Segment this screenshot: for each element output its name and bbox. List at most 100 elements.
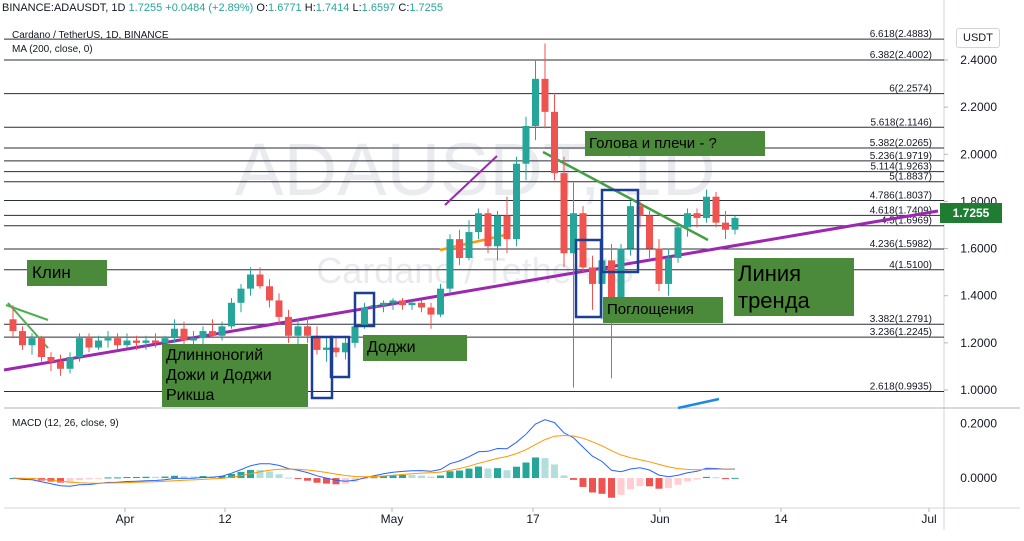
macd-histogram-bar (693, 478, 701, 480)
price-axis-tick: 1.6000 (960, 242, 997, 256)
macd-histogram-bar (66, 478, 74, 483)
open-value: 1.6771 (268, 2, 302, 14)
macd-histogram-bar (285, 477, 292, 479)
macd-histogram-bar (532, 457, 539, 479)
fib-level-label: 4.618(1.7409) (870, 205, 932, 216)
macd-histogram-bar (323, 478, 330, 484)
fib-level-label: 3.236(1.2245) (870, 327, 932, 338)
macd-histogram-bar (589, 478, 596, 493)
candle-body (427, 307, 435, 315)
time-axis-tick: Jun (650, 512, 669, 526)
price-axis-tick: 2.0000 (960, 147, 997, 161)
candle-body (655, 248, 663, 284)
macd-histogram-bar (541, 458, 549, 479)
candle-body (456, 239, 463, 258)
macd-histogram-bar (123, 476, 131, 479)
candle-body (437, 288, 444, 315)
fib-level-label: 6.618(2.4883) (870, 29, 932, 40)
price-axis-tick: 1.2000 (960, 336, 997, 350)
macd-histogram-bar (636, 478, 644, 487)
long-legged-doji-label: Длинноногий Дожи и Доджи Рикша (162, 344, 308, 407)
macd-histogram-bar (294, 478, 302, 480)
macd-histogram-bar (399, 475, 406, 479)
fib-level-label: 4.236(1.5982) (870, 239, 932, 250)
macd-histogram-bar (712, 477, 720, 479)
candle-body (247, 274, 254, 289)
candle-body (551, 111, 558, 174)
macd-histogram-bar (304, 478, 311, 481)
price-axis-tick: 1.0000 (960, 383, 997, 397)
macd-histogram-bar (475, 466, 482, 479)
candle-body (47, 357, 55, 362)
close-value: 1.7255 (409, 2, 444, 14)
candle-body (95, 340, 102, 348)
candle-body (323, 347, 330, 350)
candle-body (494, 215, 501, 247)
fib-level-label: 3.382(1.2791) (870, 314, 932, 325)
candle-body (380, 302, 387, 306)
macd-histogram-bar (228, 473, 235, 479)
candle-body (218, 326, 226, 336)
macd-histogram-bar (104, 477, 112, 479)
candle-body (627, 206, 634, 249)
macd-histogram-bar (266, 471, 273, 479)
macd-histogram-bar (133, 476, 140, 479)
candle-body (351, 326, 359, 343)
candle-body (180, 328, 188, 341)
macd-histogram-bar (218, 475, 226, 479)
macd-trend-line (677, 397, 720, 410)
macd-histogram-bar (76, 478, 83, 481)
engulfing-label: Поглощения (603, 297, 723, 323)
time-axis-tick: 14 (774, 512, 788, 526)
candle-body (123, 340, 131, 346)
macd-histogram-bar (180, 476, 188, 479)
macd-histogram-bar (494, 468, 501, 479)
pattern-box (329, 335, 351, 379)
candle-body (152, 340, 159, 343)
candle-body (636, 206, 644, 216)
candle-body (389, 300, 397, 303)
pair-title: Cardano / TetherUS, 1D, BINANCE (12, 30, 169, 41)
macd-histogram-bar (275, 474, 283, 479)
macd-histogram-bar (190, 476, 197, 479)
low-label: L: (352, 2, 362, 14)
last-price: 1.7255 (128, 2, 163, 14)
candle-body (256, 274, 264, 287)
candle-body (503, 215, 511, 240)
macd-histogram-bar (370, 477, 378, 479)
candle-body (513, 163, 520, 240)
candle-body (484, 213, 492, 247)
time-axis-tick: 17 (526, 512, 540, 526)
pattern-box (574, 238, 603, 319)
candle-body (560, 173, 568, 254)
currency-button[interactable]: USDT (956, 28, 1000, 48)
candle-body (570, 213, 577, 254)
fib-level-label: 5.236(1.9719) (870, 151, 932, 162)
price-tag: 1.7255 (940, 203, 1002, 223)
macd-histogram-bar (380, 475, 387, 479)
macd-histogram-bar (703, 476, 710, 479)
macd-line (12, 419, 736, 487)
candle-body (38, 338, 45, 357)
macd-histogram-bar (427, 476, 435, 479)
ma-indicator-label[interactable]: MA (200, close, 0) (12, 44, 93, 55)
candle-body (399, 300, 406, 306)
macd-histogram-bar (570, 478, 577, 480)
fib-level-label: 5(1.8837) (889, 172, 932, 183)
macd-histogram-bar (437, 475, 444, 479)
price-change: +0.0484 (+2.89%) (165, 2, 254, 14)
macd-histogram-bar (731, 477, 739, 479)
macd-histogram-bar (684, 478, 691, 482)
macd-histogram-bar (418, 475, 425, 479)
candle-body (465, 232, 473, 258)
candle-body (19, 331, 26, 346)
candle-body (712, 196, 720, 223)
candle-body (446, 239, 454, 289)
macd-histogram-bar (256, 470, 264, 479)
open-label: O: (256, 2, 269, 14)
macd-histogram-bar (598, 478, 606, 494)
macd-histogram-bar (484, 468, 492, 479)
candle-body (617, 248, 625, 310)
macd-indicator-label[interactable]: MACD (12, 26, close, 9) (12, 418, 119, 429)
